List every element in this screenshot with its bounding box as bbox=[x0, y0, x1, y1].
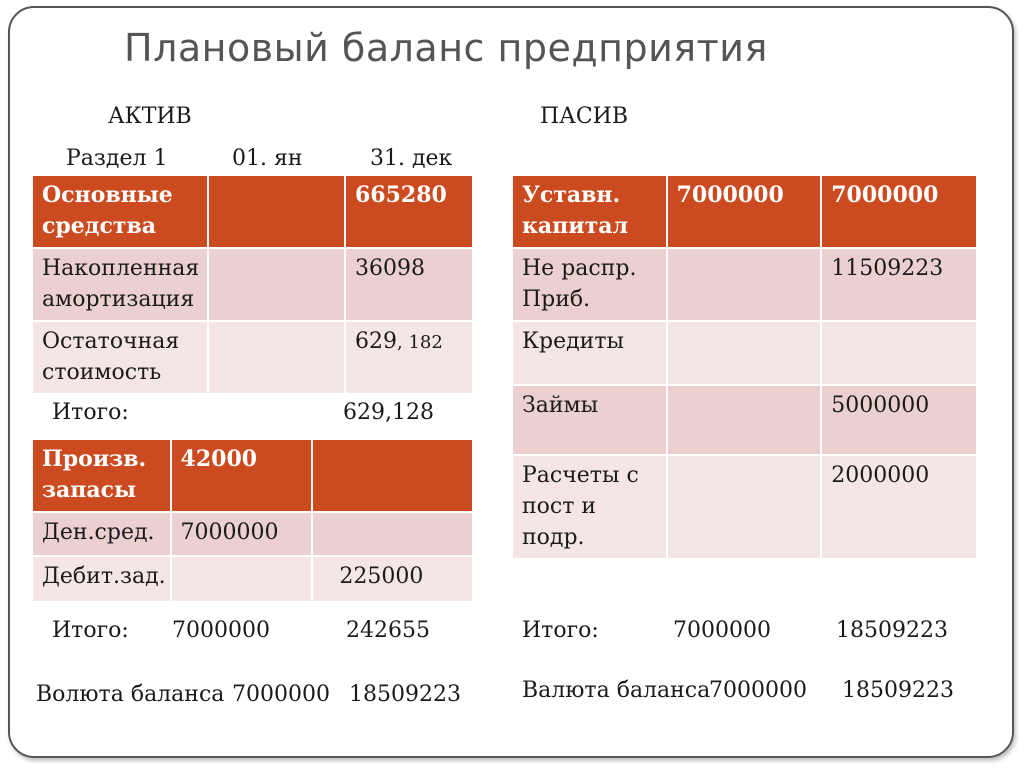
row-name: Накопленная амортизация bbox=[33, 249, 207, 320]
row-end-small: , 182 bbox=[397, 332, 443, 353]
passiv-total-end: 18509223 bbox=[836, 618, 948, 643]
row-start bbox=[209, 249, 344, 320]
aktiv-total-1-label: Итого: bbox=[52, 400, 129, 425]
aktiv-total-1-end: 629,128 bbox=[343, 400, 434, 425]
table-row: Не распр. Приб. 11509223 bbox=[513, 249, 976, 320]
section-label: Раздел 1 bbox=[66, 146, 168, 171]
date-start-label: 01. ян bbox=[232, 146, 303, 171]
aktiv-total-2-start: 7000000 bbox=[172, 618, 270, 643]
row-start bbox=[209, 176, 344, 247]
table-row: Произв. запасы 42000 bbox=[33, 440, 472, 511]
row-end bbox=[822, 322, 976, 384]
row-end: 629, 182 bbox=[346, 322, 472, 393]
aktiv-balance-start: 7000000 bbox=[232, 682, 330, 707]
row-name: Остаточная стоимость bbox=[33, 322, 207, 393]
passiv-total-start: 7000000 bbox=[673, 618, 771, 643]
passiv-balance-end: 18509223 bbox=[842, 678, 954, 703]
passiv-balance-label: Валюта баланса bbox=[522, 678, 711, 703]
row-start bbox=[667, 386, 821, 454]
row-name: Основные средства bbox=[33, 176, 207, 247]
row-end bbox=[313, 440, 472, 511]
table-row: Накопленная амортизация 36098 bbox=[33, 249, 472, 320]
aktiv-balance-end: 18509223 bbox=[349, 682, 461, 707]
row-end: 665280 bbox=[346, 176, 472, 247]
aktiv-heading: АКТИВ bbox=[108, 104, 192, 129]
table-row: Ден.сред. 7000000 bbox=[33, 513, 472, 555]
row-start: 7000000 bbox=[667, 176, 821, 247]
page-title: Плановый баланс предприятия bbox=[124, 26, 768, 70]
row-end: 7000000 bbox=[822, 176, 976, 247]
row-start: 7000000 bbox=[171, 513, 312, 555]
table-row: Остаточная стоимость 629, 182 bbox=[33, 322, 472, 393]
table-row: Дебит.зад. 225000 bbox=[33, 557, 472, 601]
row-start bbox=[667, 249, 821, 320]
aktiv-balance-label: Волюта баланса bbox=[36, 682, 225, 707]
passiv-heading: ПАСИВ bbox=[540, 104, 629, 129]
row-start bbox=[667, 456, 821, 558]
row-name: Дебит.зад. bbox=[33, 557, 170, 601]
row-name: Кредиты bbox=[513, 322, 666, 384]
row-name: Произв. запасы bbox=[33, 440, 170, 511]
row-start: 42000 bbox=[171, 440, 312, 511]
table-row: Расчеты с пост и подр. 2000000 bbox=[513, 456, 976, 558]
aktiv-table-1: Основные средства 665280 Накопленная амо… bbox=[31, 174, 474, 395]
aktiv-table-2: Произв. запасы 42000 Ден.сред. 7000000 Д… bbox=[31, 438, 474, 603]
table-row: Основные средства 665280 bbox=[33, 176, 472, 247]
row-end: 2000000 bbox=[822, 456, 976, 558]
row-end: 5000000 bbox=[822, 386, 976, 454]
row-name: Не распр. Приб. bbox=[513, 249, 666, 320]
aktiv-total-2-end: 242655 bbox=[346, 618, 430, 643]
row-end bbox=[313, 513, 472, 555]
table-row: Уставн. капитал 7000000 7000000 bbox=[513, 176, 976, 247]
table-row: Займы 5000000 bbox=[513, 386, 976, 454]
passiv-table: Уставн. капитал 7000000 7000000 Не распр… bbox=[511, 174, 978, 560]
aktiv-total-2-label: Итого: bbox=[52, 618, 129, 643]
row-name: Ден.сред. bbox=[33, 513, 170, 555]
row-end-main: 629 bbox=[355, 329, 397, 354]
row-end: 225000 bbox=[313, 557, 472, 601]
row-name: Займы bbox=[513, 386, 666, 454]
row-start bbox=[171, 557, 312, 601]
date-end-label: 31. дек bbox=[370, 146, 453, 171]
passiv-total-label: Итого: bbox=[522, 618, 599, 643]
row-start bbox=[667, 322, 821, 384]
row-start bbox=[209, 322, 344, 393]
row-name: Расчеты с пост и подр. bbox=[513, 456, 666, 558]
row-name: Уставн. капитал bbox=[513, 176, 666, 247]
slide-frame bbox=[8, 6, 1014, 758]
table-row: Кредиты bbox=[513, 322, 976, 384]
row-end: 36098 bbox=[346, 249, 472, 320]
passiv-balance-start: 7000000 bbox=[709, 678, 807, 703]
row-end: 11509223 bbox=[822, 249, 976, 320]
